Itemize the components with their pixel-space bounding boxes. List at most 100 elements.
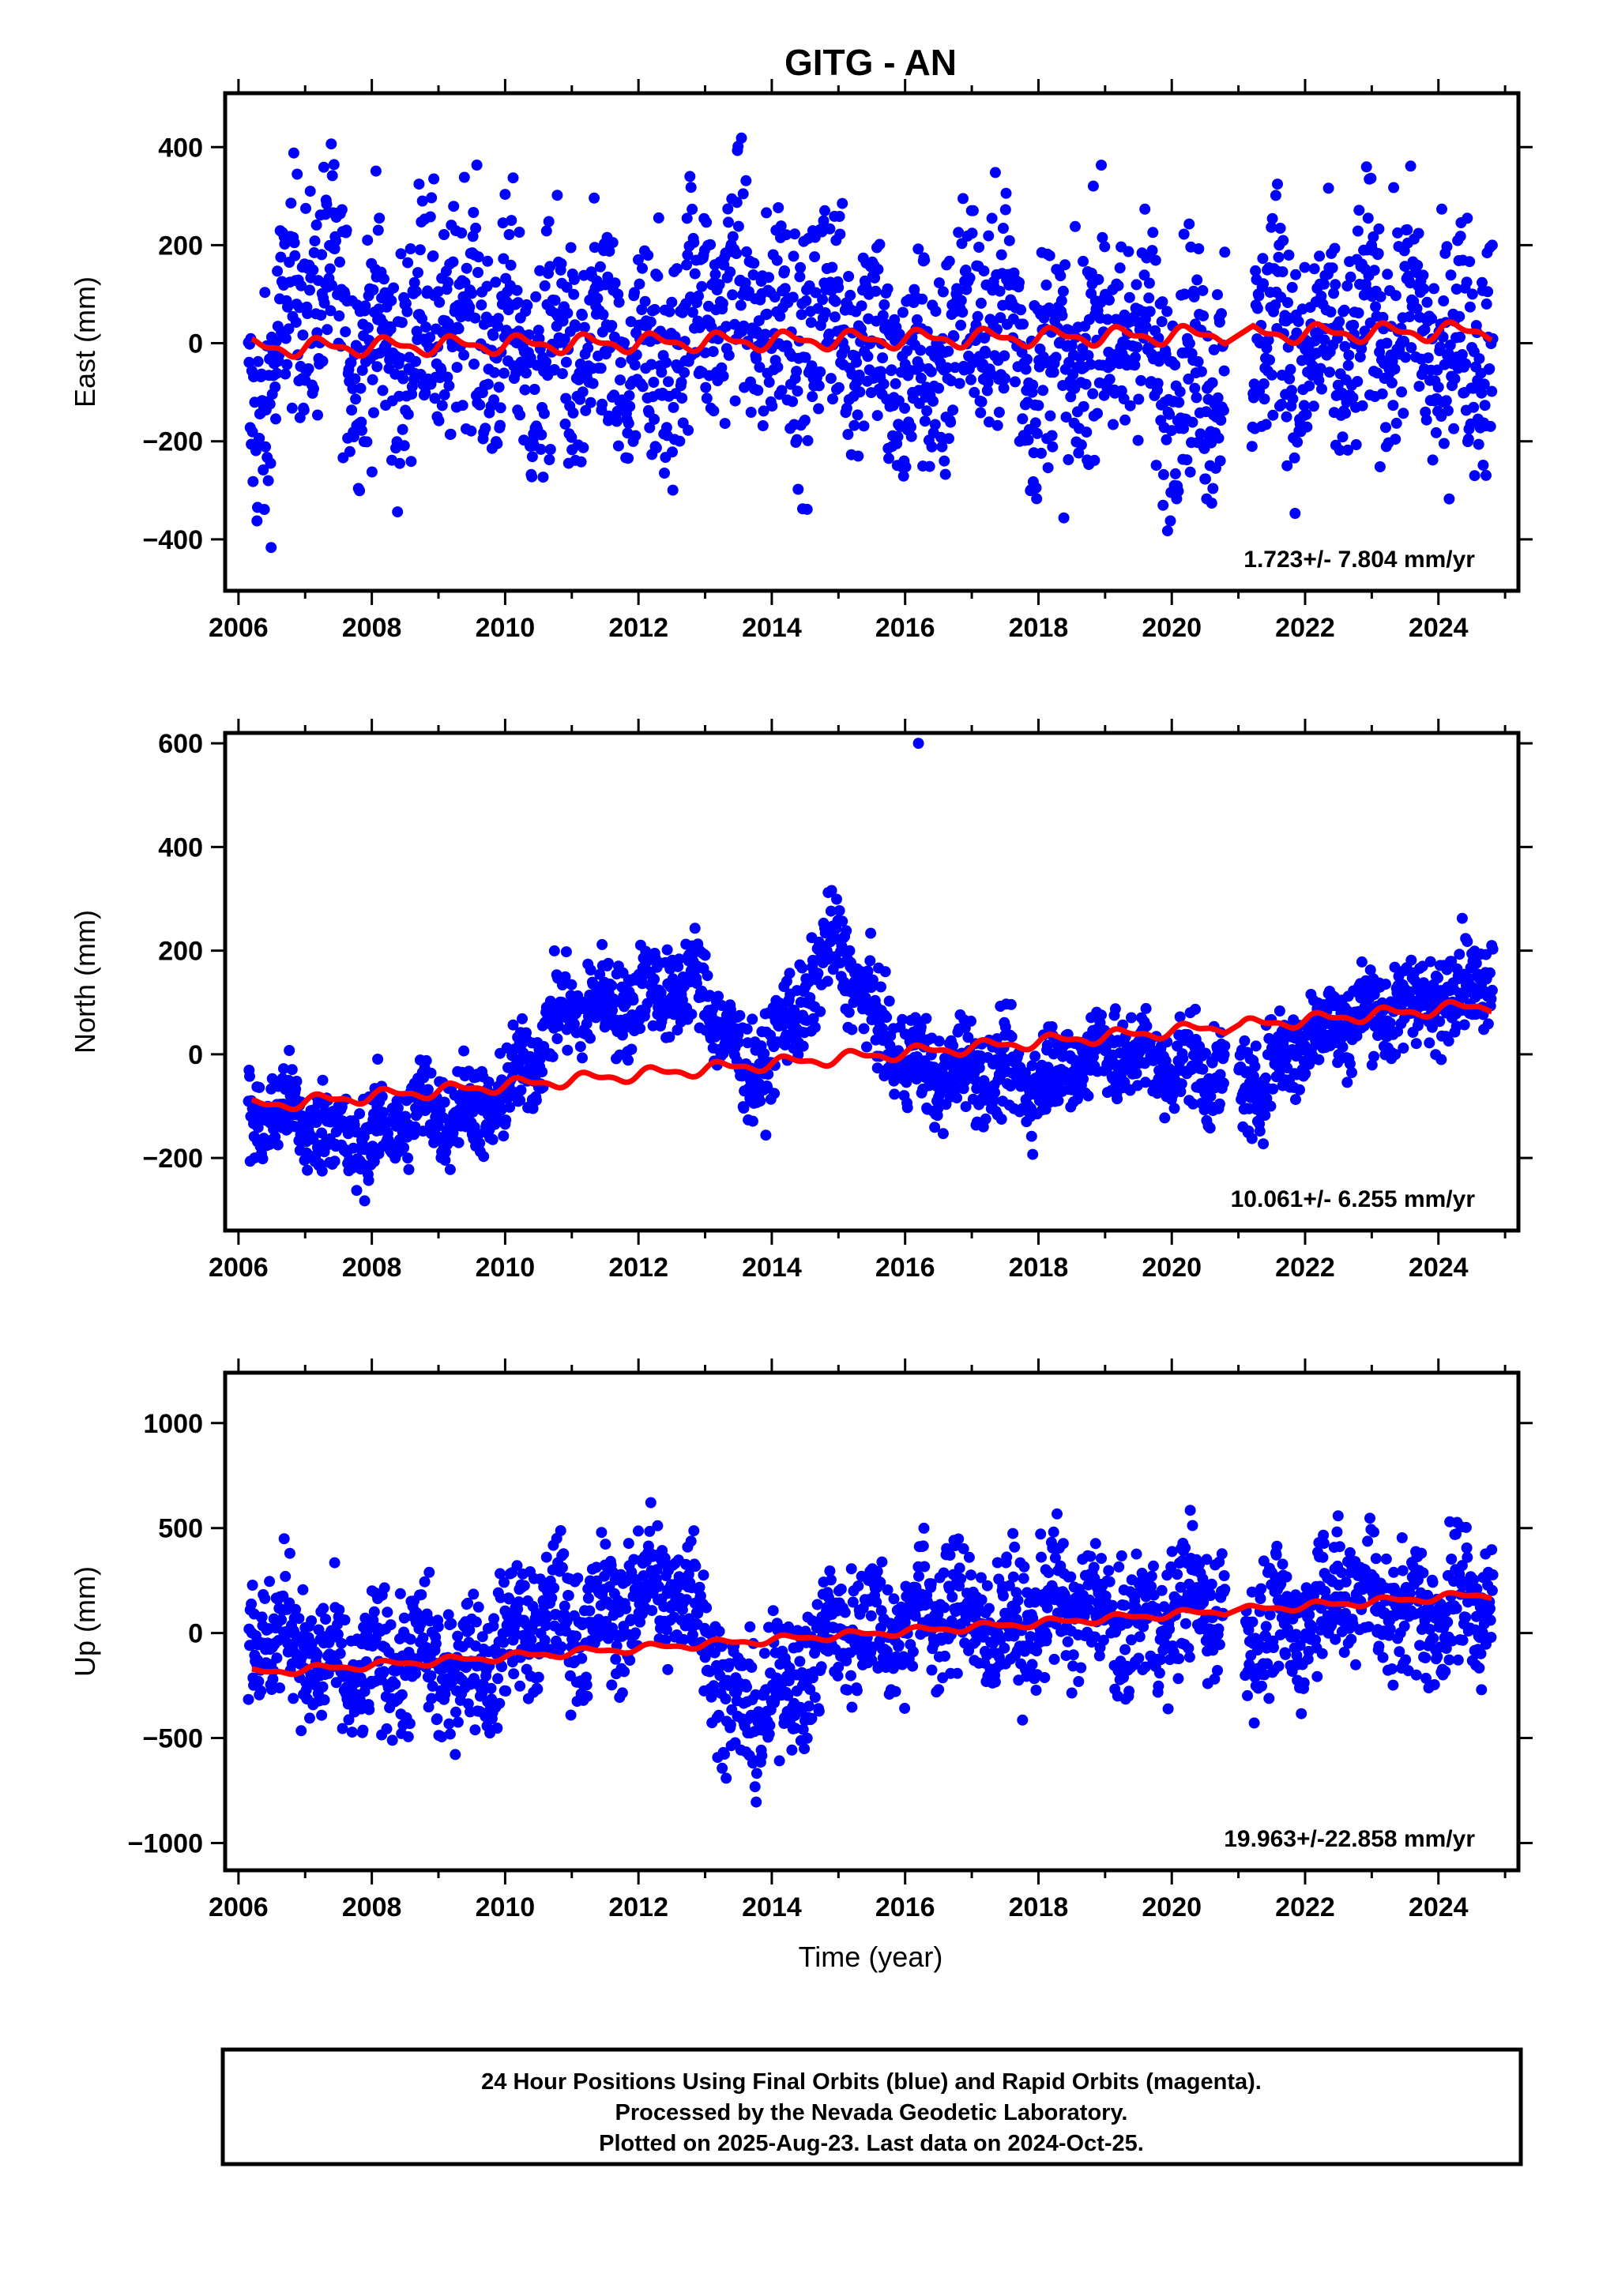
data-point xyxy=(663,376,674,387)
data-point xyxy=(1043,462,1054,473)
data-point xyxy=(1357,400,1368,411)
data-point xyxy=(1442,241,1453,252)
data-point xyxy=(740,175,751,186)
data-point xyxy=(942,346,954,357)
data-point xyxy=(473,1602,484,1613)
data-point xyxy=(1249,1061,1260,1072)
data-point xyxy=(1391,418,1402,429)
data-point xyxy=(397,374,408,385)
data-point xyxy=(999,351,1010,362)
data-point xyxy=(598,309,609,320)
data-point xyxy=(529,384,540,395)
data-point xyxy=(824,224,835,235)
outlier-point xyxy=(913,738,924,749)
data-point xyxy=(1330,279,1341,290)
data-point xyxy=(1216,308,1227,319)
data-point xyxy=(1417,269,1428,280)
data-point xyxy=(1386,378,1398,389)
data-point xyxy=(1274,1005,1285,1016)
data-point xyxy=(995,286,1006,297)
data-point xyxy=(809,251,820,262)
data-point xyxy=(284,1045,295,1056)
data-point xyxy=(551,1033,562,1044)
data-point xyxy=(638,381,649,392)
data-point xyxy=(652,271,663,282)
data-point xyxy=(403,1731,414,1742)
x-tick-label: 2016 xyxy=(875,613,935,643)
data-point xyxy=(327,170,338,181)
data-point xyxy=(1346,1067,1357,1078)
data-point xyxy=(487,1134,499,1145)
data-point xyxy=(396,248,407,259)
x-tick-label: 2010 xyxy=(476,1253,536,1283)
data-point xyxy=(536,430,547,441)
data-point xyxy=(386,1619,397,1630)
data-point xyxy=(1433,381,1444,393)
data-point xyxy=(624,390,635,401)
data-point xyxy=(1281,411,1292,423)
data-point xyxy=(500,1114,511,1125)
data-point xyxy=(1017,413,1028,424)
data-point xyxy=(752,385,763,396)
data-point xyxy=(372,1054,383,1065)
data-point xyxy=(1104,374,1116,385)
rate-label: 10.061+/- 6.255 mm/yr xyxy=(1231,1186,1476,1212)
data-point xyxy=(1213,433,1225,444)
data-point xyxy=(976,396,988,408)
data-point xyxy=(1327,262,1338,273)
data-point xyxy=(520,385,531,396)
data-point xyxy=(491,1723,502,1734)
data-point xyxy=(561,946,572,957)
data-point xyxy=(335,1648,346,1659)
data-point xyxy=(1436,204,1447,215)
data-point xyxy=(996,1114,1007,1125)
data-point xyxy=(879,299,890,310)
data-point xyxy=(998,223,1009,234)
data-point xyxy=(493,313,504,324)
data-point xyxy=(764,377,775,388)
data-point xyxy=(845,945,856,956)
data-point xyxy=(852,451,863,462)
data-point xyxy=(897,307,909,318)
data-point xyxy=(1413,381,1424,392)
data-point xyxy=(1421,415,1432,426)
data-point xyxy=(464,302,475,313)
data-point xyxy=(1196,366,1207,378)
data-point xyxy=(281,359,292,370)
data-point xyxy=(575,1041,586,1052)
data-point xyxy=(1179,229,1190,240)
data-point xyxy=(1264,355,1275,366)
data-point xyxy=(531,1095,542,1106)
data-point xyxy=(1443,405,1454,416)
data-point xyxy=(1368,1051,1379,1062)
data-point xyxy=(975,408,986,419)
data-point xyxy=(1014,277,1025,288)
data-point xyxy=(413,178,424,190)
data-point xyxy=(906,431,917,442)
data-point xyxy=(1214,1099,1225,1110)
data-point xyxy=(819,205,830,216)
data-point xyxy=(660,357,672,368)
data-point xyxy=(803,435,814,446)
data-point xyxy=(1212,289,1223,300)
data-point xyxy=(1115,262,1126,273)
data-point xyxy=(817,294,828,305)
data-point xyxy=(1454,332,1465,343)
data-point xyxy=(653,212,664,224)
data-point xyxy=(1177,1053,1188,1064)
data-point xyxy=(956,295,967,306)
data-point xyxy=(402,1152,413,1163)
data-point xyxy=(730,396,741,407)
data-point xyxy=(611,416,623,427)
data-point xyxy=(368,408,379,419)
data-point xyxy=(474,400,485,411)
data-point xyxy=(405,1634,416,1645)
data-point xyxy=(287,1064,298,1075)
data-point xyxy=(1370,301,1381,312)
data-point xyxy=(1309,263,1320,274)
data-point xyxy=(1455,231,1466,242)
data-point xyxy=(478,1151,489,1162)
data-point xyxy=(1215,415,1226,426)
x-tick-label: 2012 xyxy=(608,1253,668,1283)
data-point xyxy=(476,299,487,310)
